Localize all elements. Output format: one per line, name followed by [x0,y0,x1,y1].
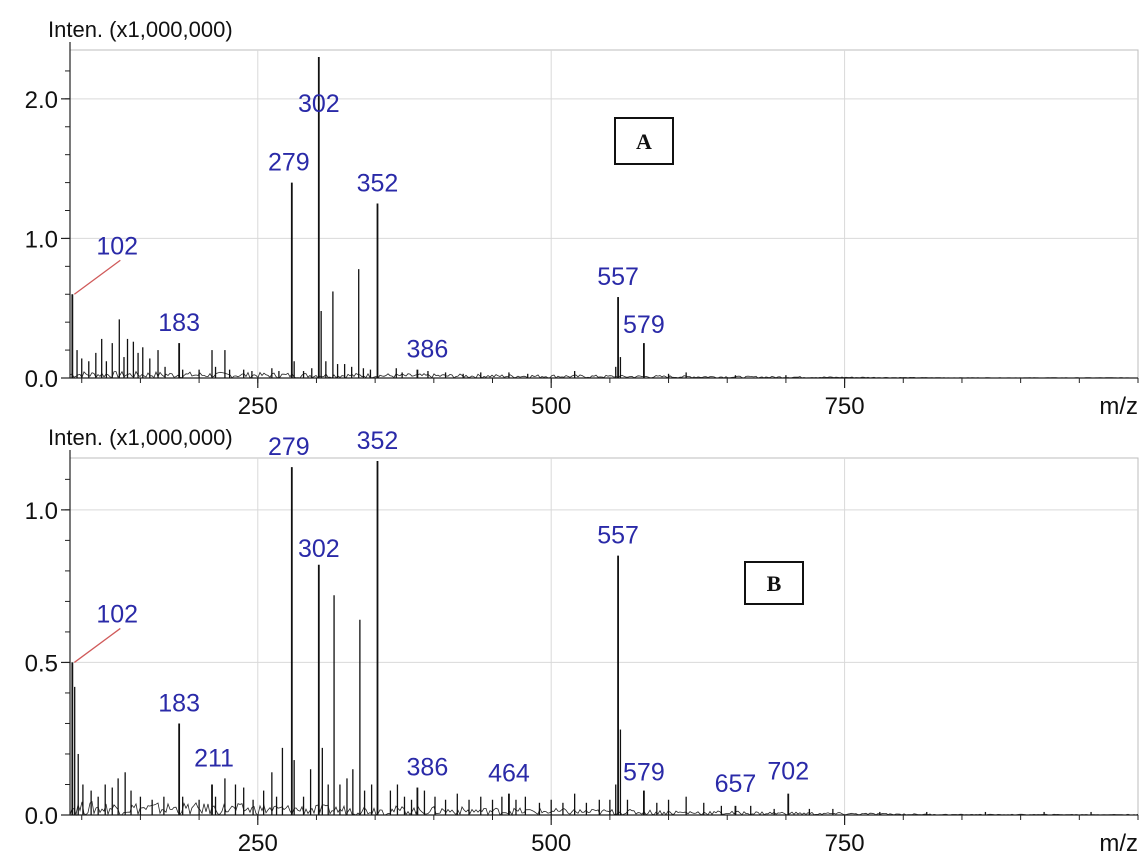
peak-label: 102 [96,232,138,260]
y-tick-label: 0.0 [25,366,58,393]
x-tick-label: 750 [825,393,865,420]
baseline-noise [69,370,1138,379]
peak-label: 386 [407,754,449,782]
peak-label: 386 [407,336,449,364]
peak-callout-line [73,259,121,295]
y-tick-label: 0.0 [25,803,58,830]
x-tick-label: 750 [825,830,865,857]
peak-label: 183 [158,689,200,717]
spectrum-panel-b: 0.0 0.5 1.0 250 500 750 Inten. (x1,000,000) m/z… [25,425,1139,857]
panel-letter: B [767,571,782,596]
peak-label: 579 [623,759,665,787]
peak-label: 211 [194,744,234,772]
peak-label: 352 [357,170,399,198]
x-axis-label: m/z [1099,393,1138,420]
y-tick-label: 1.0 [25,226,58,253]
peak-label: 464 [488,760,530,788]
x-tick-label: 500 [531,830,571,857]
peak-label: 557 [597,522,639,550]
y-axis-title: Inten. (x1,000,000) [48,425,233,450]
x-tick-label: 250 [238,830,278,857]
y-tick-label: 2.0 [25,87,58,114]
panel-letter-box [744,561,804,605]
panel-letter: A [636,129,652,154]
peak-callout-line [73,627,121,663]
panel-letter-box [614,117,674,165]
y-tick-label: 0.5 [25,650,58,677]
peak-label: 183 [158,309,200,337]
peak-label: 302 [298,535,340,563]
baseline-noise [69,800,1139,817]
peak-label: 579 [623,311,665,339]
y-axis-title: Inten. (x1,000,000) [48,17,233,42]
peak-label: 557 [597,263,639,291]
peak-label: 302 [298,90,340,118]
y-tick-label: 1.0 [25,498,58,525]
peak-label: 279 [268,433,310,461]
spectrum-panel-a: 0.0 1.0 2.0 250 500 750 Inten. (x1,000,000) m/z… [25,17,1139,420]
peak-label: 702 [767,758,809,786]
x-tick-label: 500 [531,393,571,420]
peak-label: 102 [96,600,138,628]
x-tick-label: 250 [238,393,278,420]
peak-label: 279 [268,149,310,177]
peak-label: 657 [715,770,757,798]
peak-label: 352 [357,427,399,455]
x-axis-label: m/z [1099,830,1138,857]
